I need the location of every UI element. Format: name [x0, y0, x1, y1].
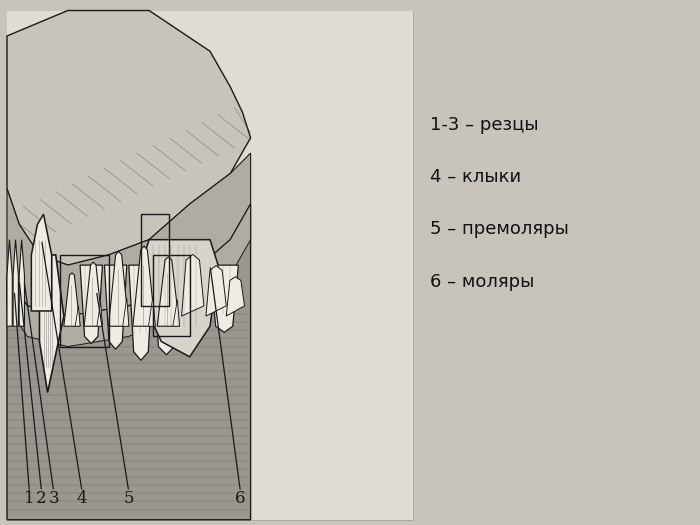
Polygon shape	[226, 277, 244, 316]
Polygon shape	[7, 239, 13, 326]
Polygon shape	[19, 239, 24, 326]
Text: 5: 5	[124, 490, 134, 507]
Polygon shape	[64, 273, 80, 326]
Polygon shape	[108, 251, 129, 326]
Polygon shape	[84, 262, 102, 326]
Polygon shape	[32, 214, 52, 311]
Polygon shape	[122, 298, 129, 326]
Polygon shape	[7, 204, 251, 520]
Polygon shape	[173, 300, 179, 326]
Bar	[141, 214, 169, 306]
FancyBboxPatch shape	[7, 10, 413, 520]
Polygon shape	[181, 255, 204, 316]
Text: 4 – клыки: 4 – клыки	[430, 168, 522, 186]
Polygon shape	[80, 265, 102, 343]
Polygon shape	[7, 204, 251, 346]
Polygon shape	[97, 302, 102, 326]
Bar	[153, 255, 190, 337]
FancyBboxPatch shape	[7, 10, 413, 520]
Text: 6: 6	[235, 490, 246, 507]
Polygon shape	[39, 255, 64, 393]
Text: 1: 1	[24, 490, 34, 507]
Polygon shape	[153, 265, 179, 355]
Polygon shape	[158, 257, 179, 326]
Polygon shape	[141, 239, 218, 357]
Polygon shape	[7, 10, 251, 265]
Bar	[60, 255, 108, 346]
Polygon shape	[75, 306, 80, 326]
Polygon shape	[148, 296, 155, 326]
Polygon shape	[13, 239, 18, 326]
Polygon shape	[206, 266, 226, 316]
Polygon shape	[210, 265, 239, 332]
Polygon shape	[104, 265, 127, 349]
Polygon shape	[7, 153, 251, 316]
Polygon shape	[178, 265, 204, 343]
Polygon shape	[129, 265, 153, 360]
Text: 1-3 – резцы: 1-3 – резцы	[430, 116, 539, 133]
Text: 6 – моляры: 6 – моляры	[430, 273, 535, 291]
Text: 2: 2	[36, 490, 47, 507]
Text: 4: 4	[77, 490, 88, 507]
Polygon shape	[133, 246, 155, 326]
Text: 5 – премоляры: 5 – премоляры	[430, 220, 569, 238]
Text: 3: 3	[48, 490, 59, 507]
